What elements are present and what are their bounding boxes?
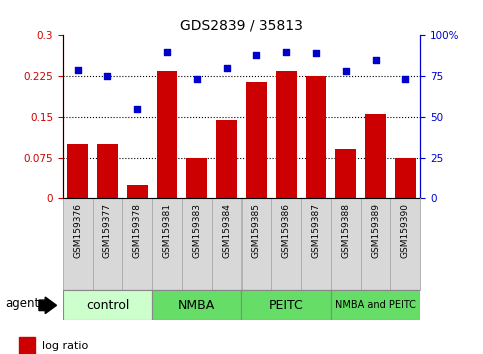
Bar: [212, 198, 242, 290]
Point: [163, 49, 171, 55]
Bar: [97, 144, 118, 198]
Point: [372, 57, 380, 63]
Bar: [186, 158, 207, 198]
Bar: [271, 198, 301, 290]
Bar: [365, 114, 386, 198]
Point: [104, 73, 112, 79]
Bar: [122, 198, 152, 290]
Text: GSM159381: GSM159381: [163, 203, 171, 258]
Bar: [246, 81, 267, 198]
Text: log ratio: log ratio: [42, 341, 88, 351]
Bar: [152, 290, 242, 320]
Point: [74, 67, 82, 73]
Bar: [67, 144, 88, 198]
Point: [401, 76, 409, 82]
Text: NMBA: NMBA: [178, 299, 215, 312]
Text: GSM159387: GSM159387: [312, 203, 320, 258]
Bar: [242, 198, 271, 290]
Text: GSM159376: GSM159376: [73, 203, 82, 258]
FancyArrow shape: [39, 297, 57, 314]
Bar: [276, 71, 297, 198]
Text: control: control: [86, 299, 129, 312]
Bar: [63, 198, 93, 290]
Text: NMBA and PEITC: NMBA and PEITC: [335, 300, 416, 310]
Bar: [156, 71, 177, 198]
Bar: [182, 198, 212, 290]
Bar: [390, 198, 420, 290]
Bar: [331, 290, 420, 320]
Point: [253, 52, 260, 58]
Point: [282, 49, 290, 55]
Point: [193, 76, 201, 82]
Point: [312, 51, 320, 56]
Bar: [63, 290, 152, 320]
Bar: [242, 290, 331, 320]
Bar: [301, 198, 331, 290]
Text: GSM159384: GSM159384: [222, 203, 231, 258]
Bar: [19, 337, 35, 354]
Point: [223, 65, 230, 71]
Point: [342, 68, 350, 74]
Point: [133, 106, 141, 112]
Text: GSM159389: GSM159389: [371, 203, 380, 258]
Text: PEITC: PEITC: [269, 299, 303, 312]
Bar: [152, 198, 182, 290]
Bar: [331, 198, 361, 290]
Text: GSM159383: GSM159383: [192, 203, 201, 258]
Bar: [361, 198, 390, 290]
Text: agent: agent: [5, 297, 39, 310]
Text: GSM159386: GSM159386: [282, 203, 291, 258]
Bar: [127, 185, 148, 198]
Bar: [306, 76, 327, 198]
Bar: [335, 149, 356, 198]
Title: GDS2839 / 35813: GDS2839 / 35813: [180, 19, 303, 33]
Bar: [93, 198, 122, 290]
Text: GSM159388: GSM159388: [341, 203, 350, 258]
Bar: [216, 120, 237, 198]
Text: GSM159377: GSM159377: [103, 203, 112, 258]
Text: GSM159378: GSM159378: [133, 203, 142, 258]
Bar: [395, 158, 416, 198]
Text: GSM159385: GSM159385: [252, 203, 261, 258]
Text: GSM159390: GSM159390: [401, 203, 410, 258]
